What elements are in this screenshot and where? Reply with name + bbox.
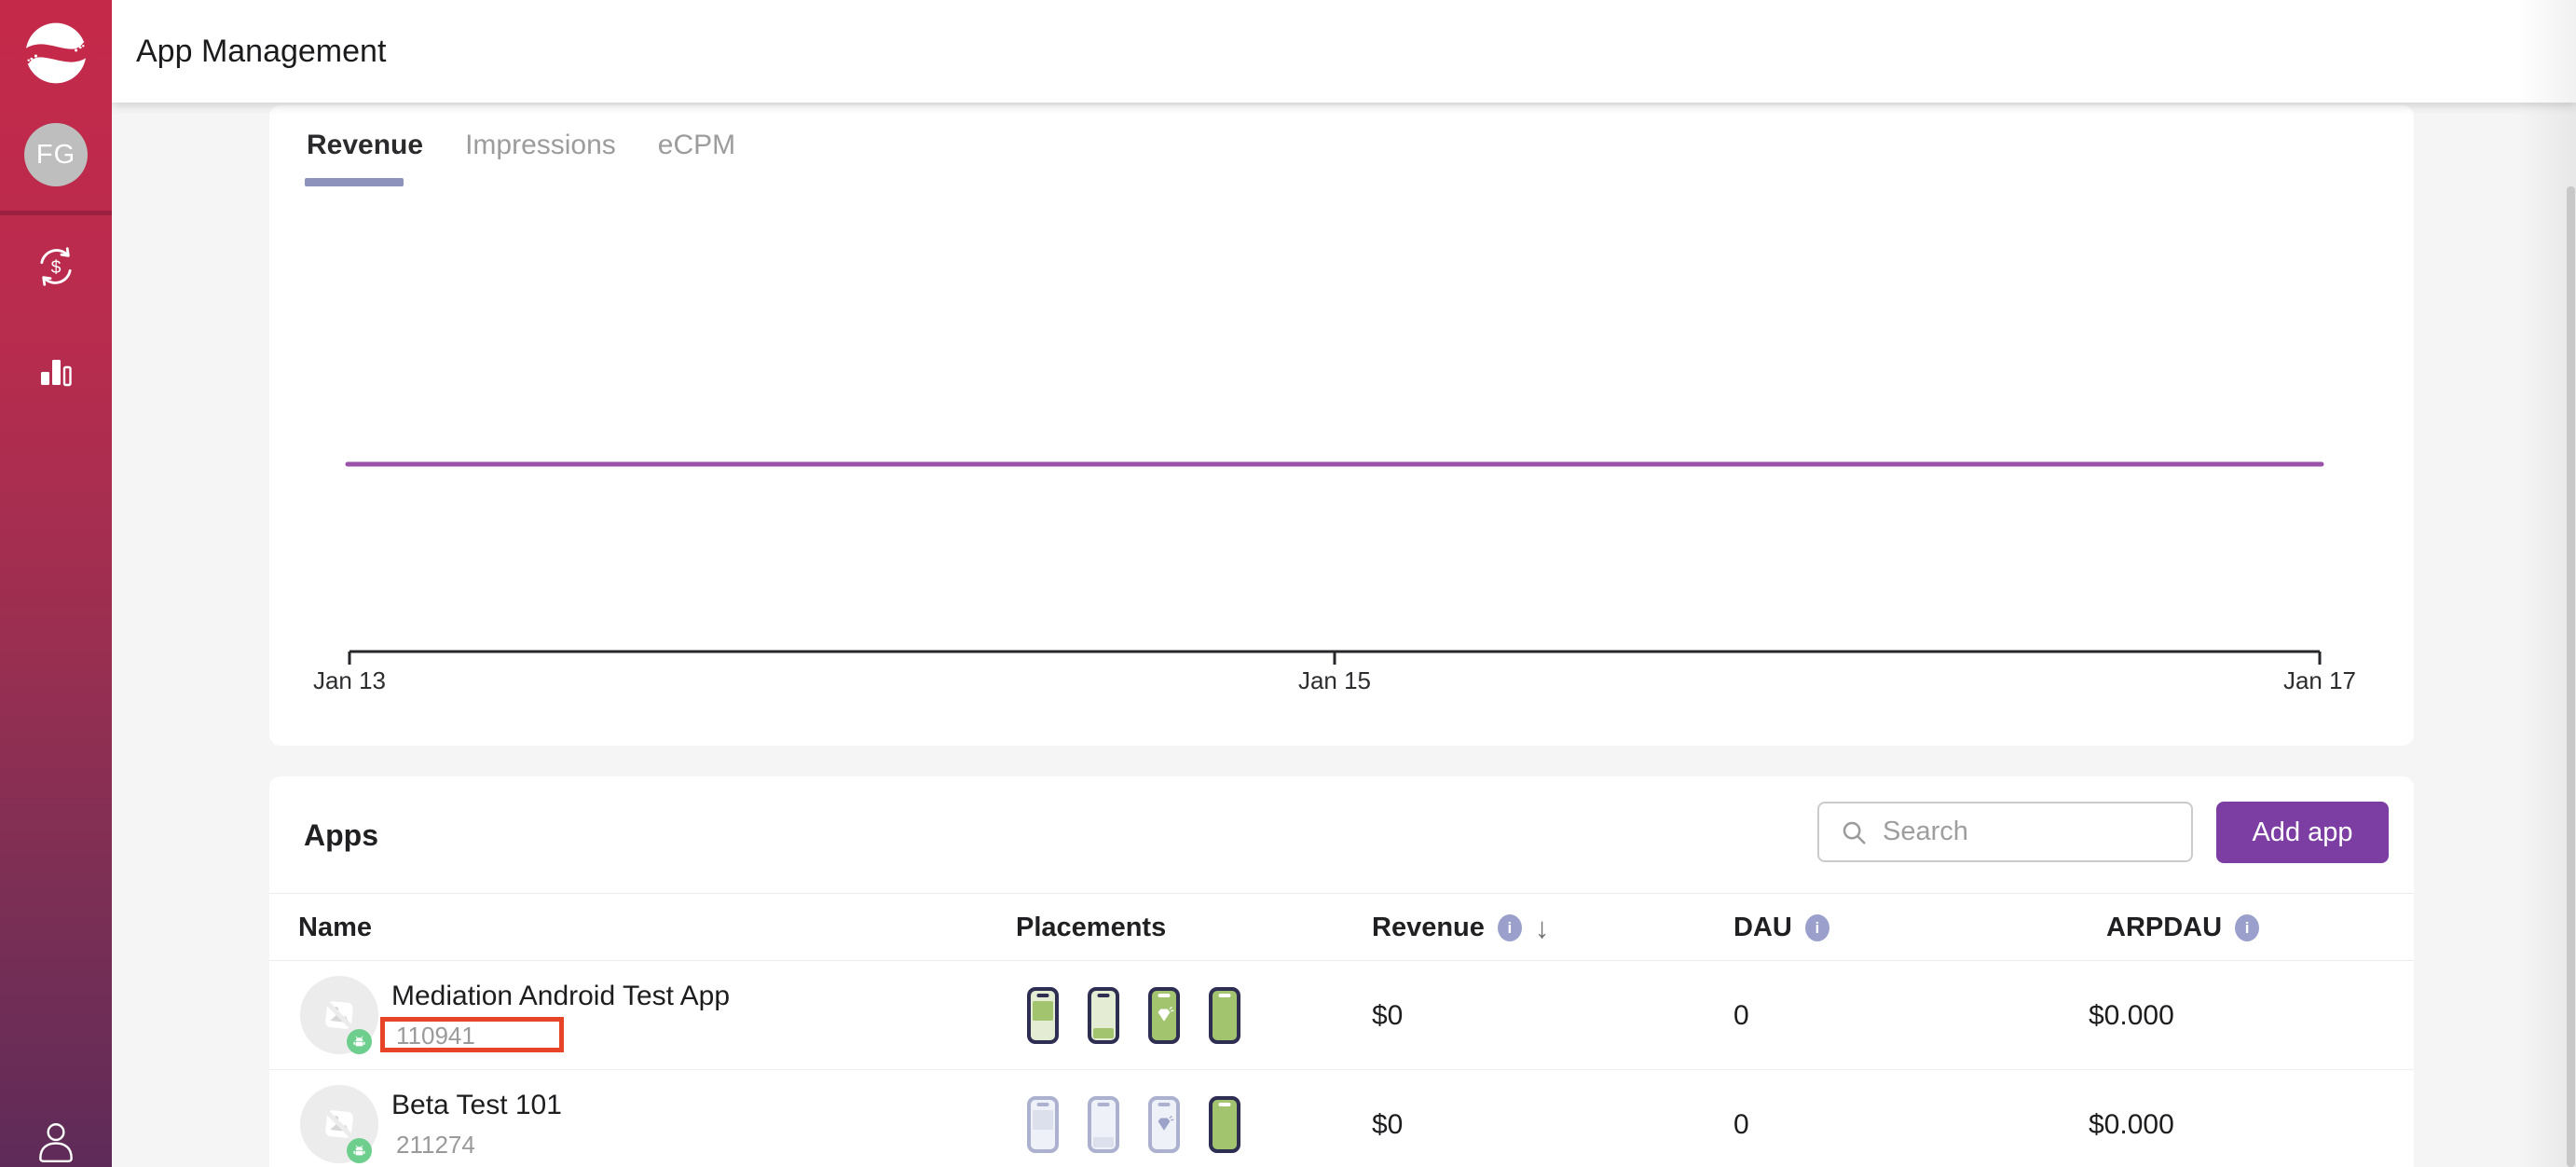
placements-icons xyxy=(1027,1096,1240,1153)
dau-value: 0 xyxy=(1733,1000,1749,1031)
tab-impressions[interactable]: Impressions xyxy=(465,130,616,160)
placement-rewarded-icon xyxy=(1148,1096,1180,1153)
revenue-line-chart: Jan 13 Jan 15 Jan 17 xyxy=(313,461,2356,694)
app-name[interactable]: Mediation Android Test App xyxy=(391,981,731,1011)
svg-text:Jan 15: Jan 15 xyxy=(1298,666,1371,694)
bar-chart-icon xyxy=(41,360,72,387)
sidebar-item-reports[interactable] xyxy=(0,325,112,415)
sidebar-item-account[interactable] xyxy=(0,1100,112,1165)
placement-interstitial-icon xyxy=(1209,987,1240,1044)
dau-value: 0 xyxy=(1733,1109,1749,1140)
revenue-value: $0 xyxy=(1372,1000,1404,1031)
svg-text:$: $ xyxy=(51,257,62,278)
android-platform-icon xyxy=(347,1029,372,1054)
app-icon-placeholder xyxy=(300,976,378,1054)
brand-logo-icon[interactable] xyxy=(0,0,112,105)
column-header-name: Name xyxy=(298,913,372,942)
no-image-icon xyxy=(322,997,357,1033)
column-header-revenue: Revenue i ↓ xyxy=(1372,894,1549,962)
info-icon[interactable]: i xyxy=(1497,914,1522,941)
tab-ecpm[interactable]: eCPM xyxy=(657,130,736,160)
column-header-placements: Placements xyxy=(1016,913,1167,942)
page-title: App Management xyxy=(136,34,387,69)
column-header-arpdau: ARPDAU i xyxy=(2106,894,2260,962)
placement-rewarded-icon xyxy=(1148,987,1180,1044)
info-icon[interactable]: i xyxy=(1804,914,1829,941)
app-id: 110941 xyxy=(396,1022,475,1050)
no-image-icon xyxy=(322,1106,357,1142)
placement-mrec-icon xyxy=(1027,1096,1059,1153)
app-id: 211274 xyxy=(396,1131,475,1159)
main-content: Revenue Impressions eCPM Jan 13 Jan 15 Jan… xyxy=(112,103,2576,1167)
person-icon xyxy=(39,1123,73,1163)
swirl-logo-icon xyxy=(21,22,90,83)
sidebar-item-monetization[interactable]: $ xyxy=(0,222,112,311)
apps-search xyxy=(1817,802,2193,862)
vertical-scrollbar[interactable] xyxy=(2567,186,2575,1167)
app-icon-placeholder xyxy=(300,1085,378,1163)
app-name[interactable]: Beta Test 101 xyxy=(391,1090,562,1120)
table-row[interactable]: Mediation Android Test App 110941 $0 0 $… xyxy=(269,961,2414,1070)
table-row[interactable]: Beta Test 101 211274 $0 0 $0.000 xyxy=(269,1070,2414,1167)
placement-banner-icon xyxy=(1088,1096,1119,1153)
user-avatar[interactable]: FG xyxy=(24,123,88,186)
sidebar: FG $ xyxy=(0,0,112,1167)
column-header-arpdau-label: ARPDAU xyxy=(2106,913,2223,942)
svg-text:Jan 17: Jan 17 xyxy=(2283,666,2356,694)
placement-mrec-icon xyxy=(1027,987,1059,1044)
apps-panel-title: Apps xyxy=(304,818,378,852)
placement-banner-icon xyxy=(1088,987,1119,1044)
column-header-dau: DAU i xyxy=(1733,894,1829,962)
column-header-dau-label: DAU xyxy=(1733,913,1792,942)
metric-tabs: Revenue Impressions eCPM xyxy=(307,130,735,161)
info-icon[interactable]: i xyxy=(2235,914,2260,941)
placement-interstitial-icon xyxy=(1209,1096,1240,1153)
search-icon xyxy=(1843,821,1866,844)
search-input[interactable] xyxy=(1883,817,2162,847)
apps-table-header: Name Placements Revenue i ↓ DAU i ARPDAU… xyxy=(269,893,2414,961)
add-app-button[interactable]: Add app xyxy=(2216,802,2389,863)
active-tab-underline xyxy=(305,178,404,186)
revenue-value: $0 xyxy=(1372,1109,1404,1140)
arpdau-value: $0.000 xyxy=(2089,1109,2174,1140)
performance-chart-card: Revenue Impressions eCPM Jan 13 Jan 15 Jan… xyxy=(269,105,2414,746)
top-header: App Management xyxy=(112,0,2576,103)
sort-descending-icon[interactable]: ↓ xyxy=(1534,912,1550,944)
dollar-sync-icon: $ xyxy=(40,247,72,286)
apps-panel: Apps Add app Name Placements Revenue i ↓… xyxy=(269,776,2414,1167)
tab-revenue[interactable]: Revenue xyxy=(307,130,424,160)
sidebar-divider xyxy=(0,211,112,215)
android-platform-icon xyxy=(347,1138,372,1163)
svg-text:Jan 13: Jan 13 xyxy=(313,666,386,694)
placements-icons xyxy=(1027,987,1240,1044)
arpdau-value: $0.000 xyxy=(2089,1000,2174,1031)
column-header-revenue-label: Revenue xyxy=(1372,913,1485,942)
